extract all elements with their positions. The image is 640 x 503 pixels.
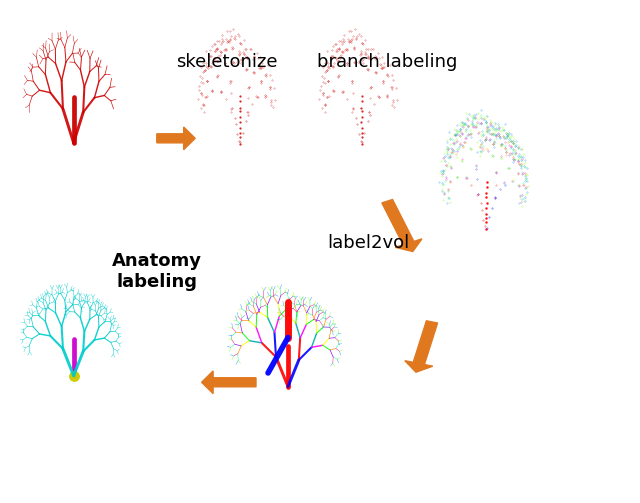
- Text: Anatomy
labeling: Anatomy labeling: [112, 252, 202, 291]
- Text: skeletonize: skeletonize: [177, 53, 278, 71]
- Text: branch labeling: branch labeling: [317, 53, 458, 71]
- Text: label2vol: label2vol: [327, 234, 409, 252]
